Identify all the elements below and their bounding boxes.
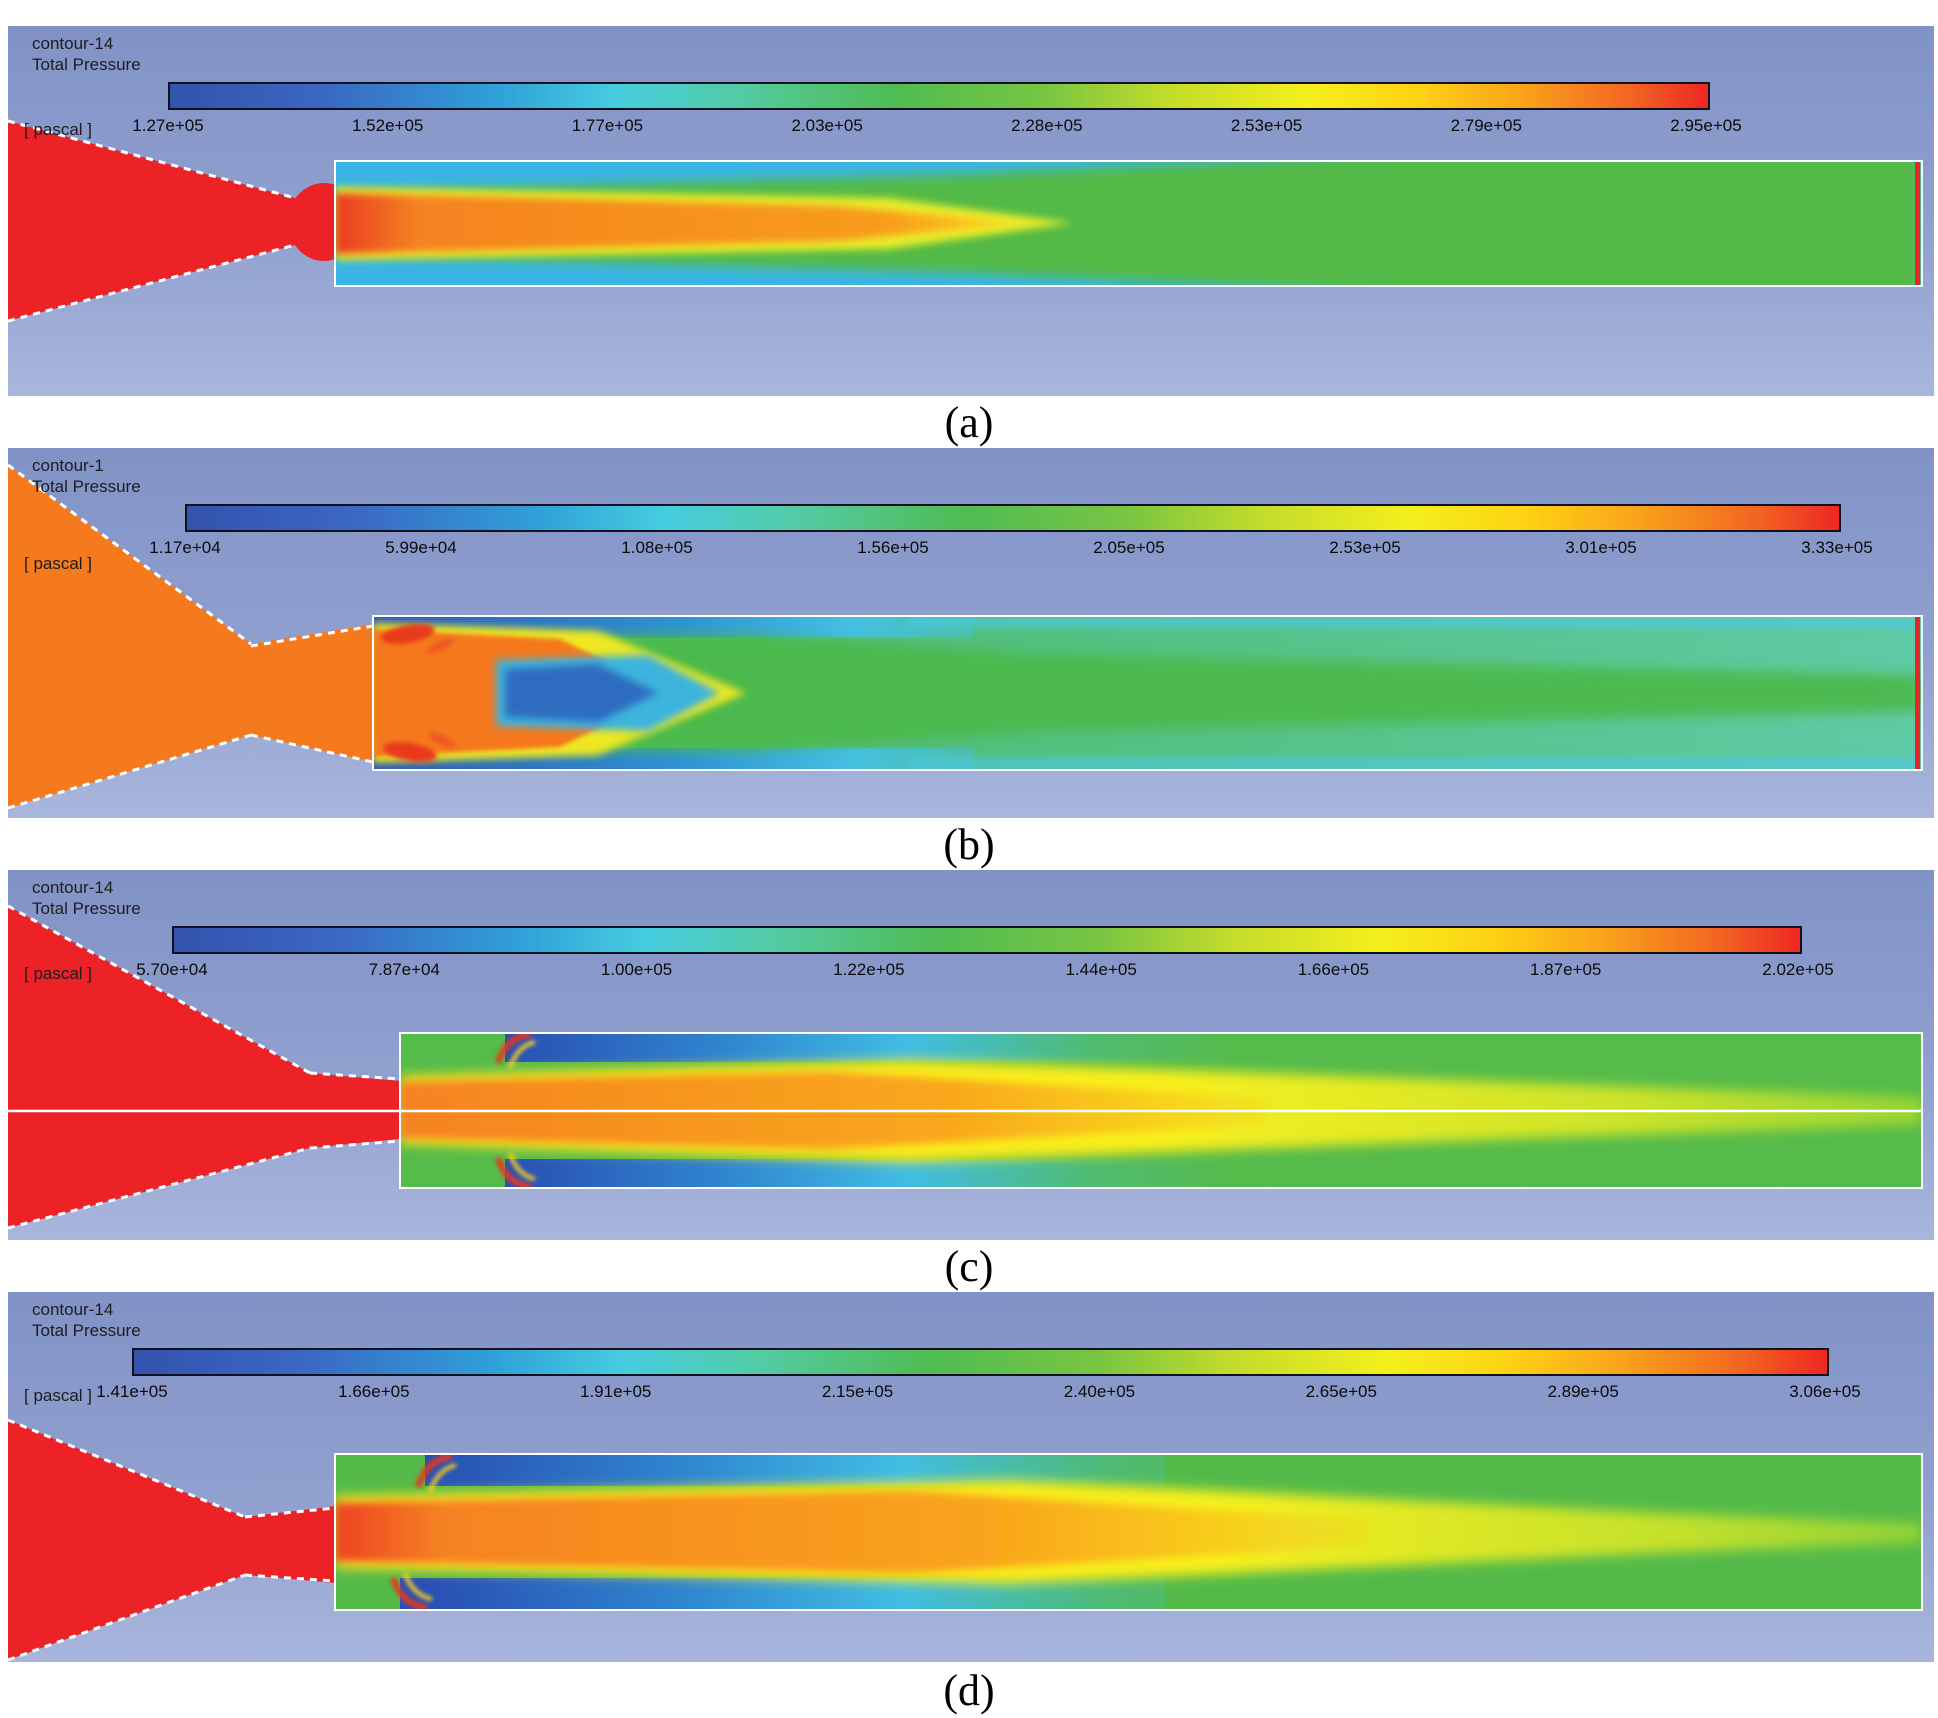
nozzle-region [8, 904, 401, 1230]
unit-label: [ pascal ] [24, 554, 93, 573]
colorbar-tick: 1.56e+05 [857, 538, 929, 557]
panel-header: contour-14 Total Pressure [32, 33, 141, 75]
panel-header: contour-14 Total Pressure [32, 877, 141, 919]
colorbar-tick: 2.79e+05 [1450, 116, 1522, 135]
contour-field-a [8, 119, 1923, 323]
colorbar-tick: 2.05e+05 [1093, 538, 1165, 557]
colorbar-tick: 2.03e+05 [791, 116, 863, 135]
colorbar-ticks: 1.17e+04 5.99e+04 1.08e+05 1.56e+05 2.05… [149, 538, 1872, 560]
colorbar-tick: 2.28e+05 [1011, 116, 1083, 135]
contour-quantity: Total Pressure [32, 55, 141, 74]
colorbar-tick: 1.66e+05 [338, 1382, 410, 1401]
colorbar-tick: 2.40e+05 [1063, 1382, 1136, 1401]
caption-a: (a) [0, 396, 1938, 448]
panel-a: contour-14 Total Pressure [ pascal ] 1.2… [8, 26, 1934, 396]
colorbar-tick: 1.77e+05 [571, 116, 644, 135]
colorbar-tick: 2.02e+05 [1762, 960, 1834, 979]
colorbar-ticks: 1.27e+05 1.52e+05 1.77e+05 2.03e+05 2.28… [132, 116, 1741, 138]
panel-header: contour-14 Total Pressure [32, 1299, 141, 1341]
duct-region [335, 1454, 1922, 1610]
colorbar-tick: 1.00e+05 [600, 960, 673, 979]
caption-d: (d) [0, 1662, 1938, 1718]
contour-name: contour-14 [32, 34, 114, 53]
nozzle-region [8, 119, 360, 323]
duct-region [373, 616, 1922, 770]
colorbar-ticks: 5.70e+04 7.87e+04 1.00e+05 1.22e+05 1.44… [136, 960, 1833, 982]
caption-c: (c) [0, 1240, 1938, 1292]
colorbar-tick: 1.44e+05 [1065, 960, 1137, 979]
panel-d: contour-14 Total Pressure [ pascal ] 1.4… [8, 1292, 1934, 1662]
colorbar-tick: 1.08e+05 [621, 538, 693, 557]
colorbar-tick: 1.22e+05 [833, 960, 905, 979]
cfd-figure: contour-14 Total Pressure [ pascal ] 1.2… [0, 18, 1938, 1718]
colorbar-tick: 1.17e+04 [149, 538, 221, 557]
duct-region [335, 161, 1922, 286]
colorbar-tick: 2.65e+05 [1305, 1382, 1377, 1401]
colorbar [185, 504, 1841, 532]
colorbar-tick: 2.15e+05 [821, 1382, 894, 1401]
colorbar-ticks: 1.41e+05 1.66e+05 1.91e+05 2.15e+05 2.40… [96, 1382, 1860, 1404]
colorbar-tick: 3.06e+05 [1789, 1382, 1861, 1401]
colorbar-tick: 1.87e+05 [1530, 960, 1602, 979]
colorbar-tick: 2.95e+05 [1670, 116, 1742, 135]
panel-header: contour-1 Total Pressure [32, 455, 141, 497]
unit-label: [ pascal ] [24, 120, 93, 139]
duct-outline [372, 615, 1923, 771]
contour-field-c [8, 904, 1923, 1230]
colorbar [132, 1348, 1829, 1376]
nozzle-region [8, 1418, 336, 1662]
unit-label: [ pascal ] [24, 1386, 93, 1405]
contour-name: contour-1 [32, 456, 104, 475]
colorbar-tick: 3.33e+05 [1801, 538, 1873, 557]
colorbar-tick: 3.01e+05 [1565, 538, 1637, 557]
contour-name: contour-14 [32, 1300, 114, 1319]
duct-outline [334, 160, 1923, 287]
duct-outline [399, 1032, 1923, 1189]
nozzle-region [8, 463, 374, 810]
colorbar-tick: 1.66e+05 [1297, 960, 1370, 979]
colorbar-tick: 5.70e+04 [136, 960, 208, 979]
colorbar-tick: 1.27e+05 [132, 116, 204, 135]
colorbar-tick: 1.41e+05 [96, 1382, 168, 1401]
colorbar-tick: 1.91e+05 [580, 1382, 652, 1401]
duct-outline [334, 1453, 1923, 1611]
contour-quantity: Total Pressure [32, 1321, 141, 1340]
colorbar-tick: 2.53e+05 [1230, 116, 1303, 135]
caption-b: (b) [0, 818, 1938, 870]
colorbar-tick: 7.87e+04 [368, 960, 440, 979]
contour-field-d [8, 1418, 1923, 1662]
contour-quantity: Total Pressure [32, 477, 141, 496]
colorbar [168, 82, 1710, 110]
colorbar-tick: 5.99e+04 [385, 538, 457, 557]
colorbar [172, 926, 1802, 954]
contour-quantity: Total Pressure [32, 899, 141, 918]
colorbar-tick: 2.53e+05 [1329, 538, 1401, 557]
panel-c: contour-14 Total Pressure [ pascal ] 5.7… [8, 870, 1934, 1240]
panel-b: contour-1 Total Pressure [ pascal ] 1.17… [8, 448, 1934, 818]
colorbar-tick: 1.52e+05 [352, 116, 424, 135]
unit-label: [ pascal ] [24, 964, 93, 983]
colorbar-tick: 2.89e+05 [1547, 1382, 1619, 1401]
contour-name: contour-14 [32, 878, 114, 897]
contour-field-b [8, 463, 1923, 810]
